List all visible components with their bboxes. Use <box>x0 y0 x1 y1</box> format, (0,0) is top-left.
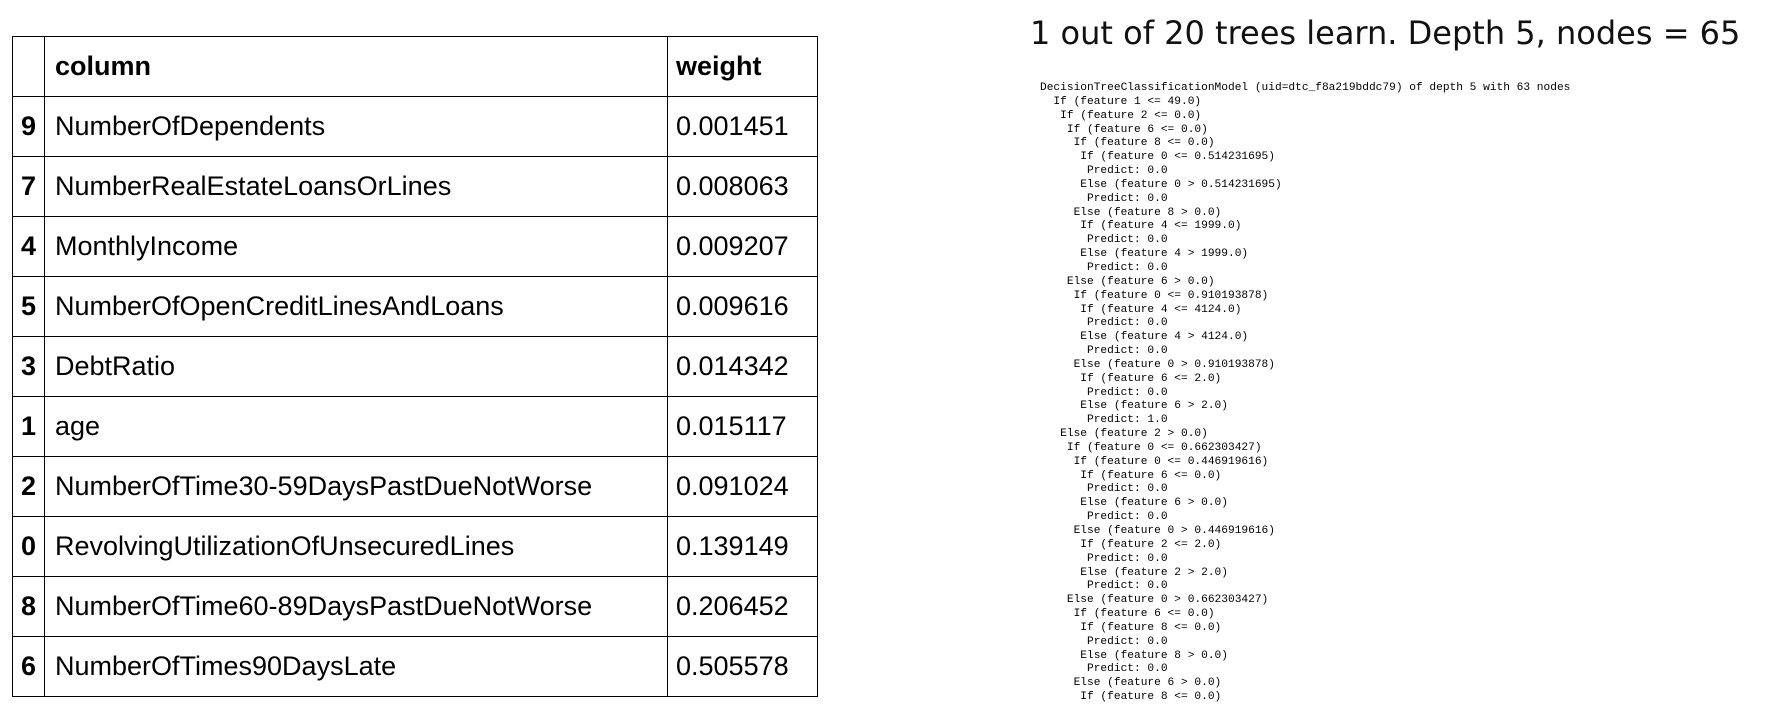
tree-line: Predict: 0.0 <box>1040 636 1168 648</box>
row-weight: 0.009616 <box>668 277 818 337</box>
tree-line: If (feature 0 <= 0.446919616) <box>1040 456 1268 468</box>
tree-line: If (feature 6 <= 2.0) <box>1040 373 1221 385</box>
row-column: NumberOfOpenCreditLinesAndLoans <box>45 277 668 337</box>
tree-line: Predict: 0.0 <box>1040 317 1168 329</box>
tree-line: If (feature 0 <= 0.514231695) <box>1040 151 1275 163</box>
row-weight: 0.001451 <box>668 97 818 157</box>
row-weight: 0.008063 <box>668 157 818 217</box>
row-index: 3 <box>13 337 45 397</box>
tree-line: Predict: 0.0 <box>1040 165 1168 177</box>
row-index: 4 <box>13 217 45 277</box>
row-column: MonthlyIncome <box>45 217 668 277</box>
row-index: 9 <box>13 97 45 157</box>
tree-line: Predict: 0.0 <box>1040 234 1168 246</box>
tree-line: DecisionTreeClassificationModel (uid=dtc… <box>1040 82 1570 94</box>
tree-line: If (feature 8 <= 0.0) <box>1040 622 1221 634</box>
row-index: 8 <box>13 577 45 637</box>
tree-line: Else (feature 8 > 0.0) <box>1040 207 1221 219</box>
tree-line: Predict: 0.0 <box>1040 580 1168 592</box>
row-index: 1 <box>13 397 45 457</box>
table-row: 4 MonthlyIncome 0.009207 <box>13 217 818 277</box>
tree-line: Predict: 0.0 <box>1040 663 1168 675</box>
tree-line: Else (feature 6 > 2.0) <box>1040 400 1228 412</box>
tree-line: Predict: 0.0 <box>1040 193 1168 205</box>
tree-line: If (feature 6 <= 0.0) <box>1040 470 1221 482</box>
tree-line: Else (feature 0 > 0.514231695) <box>1040 179 1282 191</box>
tree-line: Else (feature 6 > 0.0) <box>1040 276 1215 288</box>
table-row: 2 NumberOfTime30-59DaysPastDueNotWorse 0… <box>13 457 818 517</box>
tree-line: If (feature 0 <= 0.662303427) <box>1040 442 1262 454</box>
tree-line: Else (feature 0 > 0.446919616) <box>1040 525 1275 537</box>
row-index: 0 <box>13 517 45 577</box>
tree-line: If (feature 8 <= 0.0) <box>1040 691 1221 703</box>
row-column: NumberOfTimes90DaysLate <box>45 637 668 697</box>
tree-line: Predict: 0.0 <box>1040 387 1168 399</box>
tree-line: Predict: 0.0 <box>1040 345 1168 357</box>
tree-line: If (feature 2 <= 0.0) <box>1040 110 1201 122</box>
tree-line: Else (feature 4 > 1999.0) <box>1040 248 1248 260</box>
row-weight: 0.505578 <box>668 637 818 697</box>
decision-tree-dump: DecisionTreeClassificationModel (uid=dtc… <box>1040 82 1570 705</box>
row-weight: 0.009207 <box>668 217 818 277</box>
tree-title: 1 out of 20 trees learn. Depth 5, nodes … <box>1030 14 1760 52</box>
table-row: 8 NumberOfTime60-89DaysPastDueNotWorse 0… <box>13 577 818 637</box>
table-row: 9 NumberOfDependents 0.001451 <box>13 97 818 157</box>
row-column: NumberOfTime60-89DaysPastDueNotWorse <box>45 577 668 637</box>
row-column: age <box>45 397 668 457</box>
header-column: column <box>45 37 668 97</box>
row-column: NumberRealEstateLoansOrLines <box>45 157 668 217</box>
table-row: 1 age 0.015117 <box>13 397 818 457</box>
row-index: 6 <box>13 637 45 697</box>
row-weight: 0.091024 <box>668 457 818 517</box>
tree-line: If (feature 6 <= 0.0) <box>1040 608 1215 620</box>
row-column: RevolvingUtilizationOfUnsecuredLines <box>45 517 668 577</box>
tree-line: Predict: 0.0 <box>1040 483 1168 495</box>
tree-line: Predict: 0.0 <box>1040 511 1168 523</box>
tree-line: If (feature 1 <= 49.0) <box>1040 96 1201 108</box>
header-weight: weight <box>668 37 818 97</box>
tree-line: If (feature 6 <= 0.0) <box>1040 124 1208 136</box>
table-row: 7 NumberRealEstateLoansOrLines 0.008063 <box>13 157 818 217</box>
tree-line: Else (feature 0 > 0.910193878) <box>1040 359 1275 371</box>
tree-line: Else (feature 2 > 2.0) <box>1040 567 1228 579</box>
row-weight: 0.139149 <box>668 517 818 577</box>
tree-line: Else (feature 6 > 0.0) <box>1040 497 1228 509</box>
tree-line: Else (feature 0 > 0.662303427) <box>1040 594 1268 606</box>
row-column: DebtRatio <box>45 337 668 397</box>
row-column: NumberOfTime30-59DaysPastDueNotWorse <box>45 457 668 517</box>
row-column: NumberOfDependents <box>45 97 668 157</box>
table-header-row: column weight <box>13 37 818 97</box>
tree-line: Else (feature 8 > 0.0) <box>1040 650 1228 662</box>
row-weight: 0.014342 <box>668 337 818 397</box>
table-row: 6 NumberOfTimes90DaysLate 0.505578 <box>13 637 818 697</box>
row-weight: 0.206452 <box>668 577 818 637</box>
tree-line: Else (feature 4 > 4124.0) <box>1040 331 1248 343</box>
table-row: 5 NumberOfOpenCreditLinesAndLoans 0.0096… <box>13 277 818 337</box>
row-index: 2 <box>13 457 45 517</box>
tree-line: Else (feature 2 > 0.0) <box>1040 428 1208 440</box>
header-index <box>13 37 45 97</box>
table-row: 3 DebtRatio 0.014342 <box>13 337 818 397</box>
tree-line: If (feature 2 <= 2.0) <box>1040 539 1221 551</box>
table-row: 0 RevolvingUtilizationOfUnsecuredLines 0… <box>13 517 818 577</box>
tree-line: Predict: 1.0 <box>1040 414 1168 426</box>
tree-line: If (feature 0 <= 0.910193878) <box>1040 290 1268 302</box>
tree-line: If (feature 8 <= 0.0) <box>1040 137 1215 149</box>
tree-line: Predict: 0.0 <box>1040 553 1168 565</box>
tree-line: If (feature 4 <= 1999.0) <box>1040 220 1241 232</box>
feature-weights-table: column weight 9 NumberOfDependents 0.001… <box>12 36 818 697</box>
row-index: 5 <box>13 277 45 337</box>
tree-line: Predict: 0.0 <box>1040 262 1168 274</box>
row-index: 7 <box>13 157 45 217</box>
tree-line: If (feature 4 <= 4124.0) <box>1040 304 1241 316</box>
tree-line: Else (feature 6 > 0.0) <box>1040 677 1221 689</box>
row-weight: 0.015117 <box>668 397 818 457</box>
